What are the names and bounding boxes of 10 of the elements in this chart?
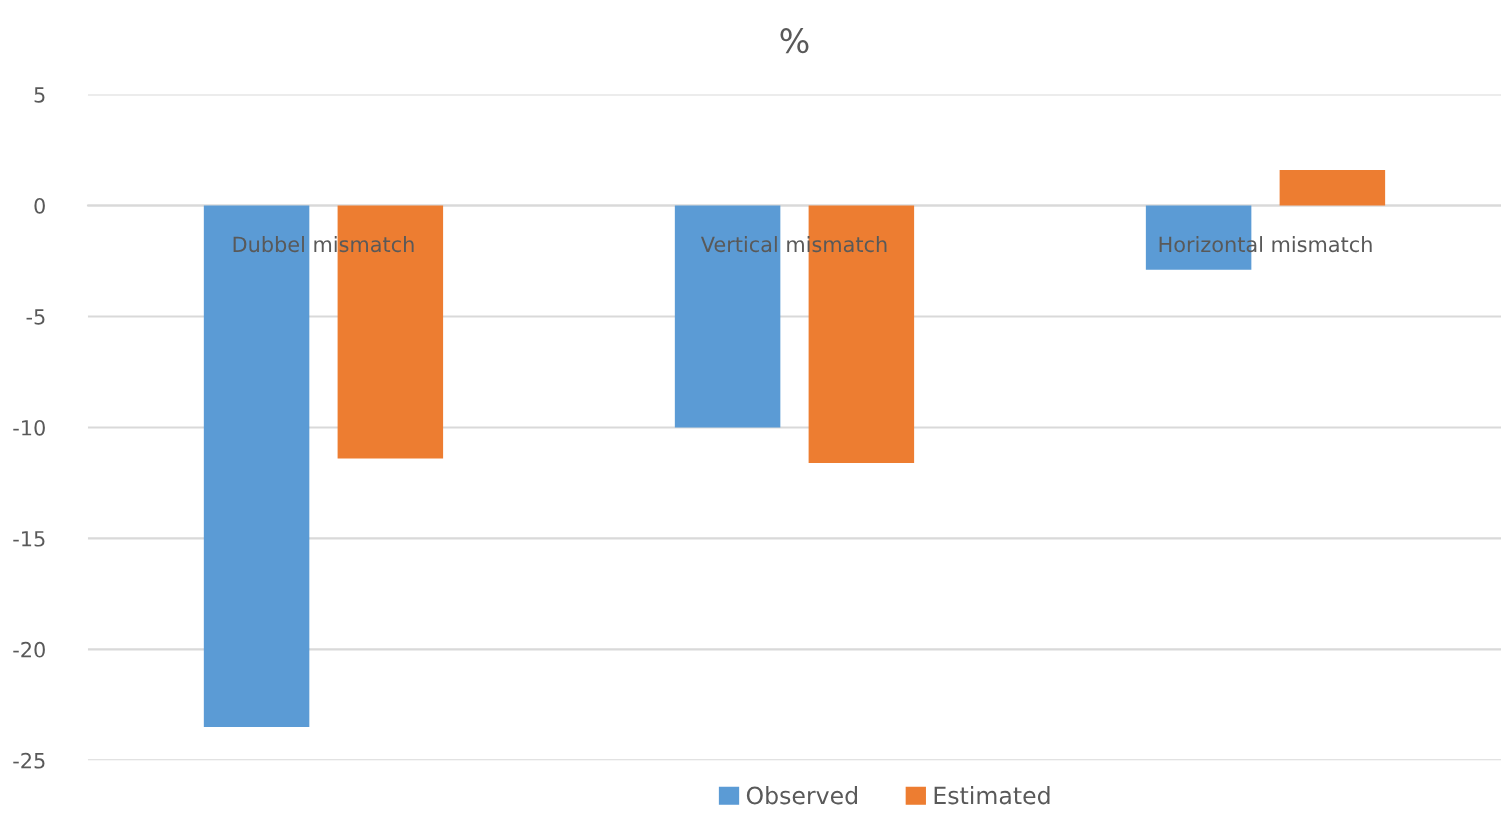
y-tick-label: -25 xyxy=(13,752,45,769)
y-tick-label: -15 xyxy=(13,531,45,547)
y-tick-label: -10 xyxy=(13,419,45,436)
y-tick-label: 0 xyxy=(34,197,45,214)
chart-title: % xyxy=(780,28,809,54)
y-tick-label: 5 xyxy=(34,87,45,103)
y-tick-label: -20 xyxy=(13,641,45,658)
legend-label: Observed xyxy=(746,786,857,805)
y-tick-label: -5 xyxy=(26,309,45,325)
legend-label: Estimated xyxy=(934,786,1050,805)
